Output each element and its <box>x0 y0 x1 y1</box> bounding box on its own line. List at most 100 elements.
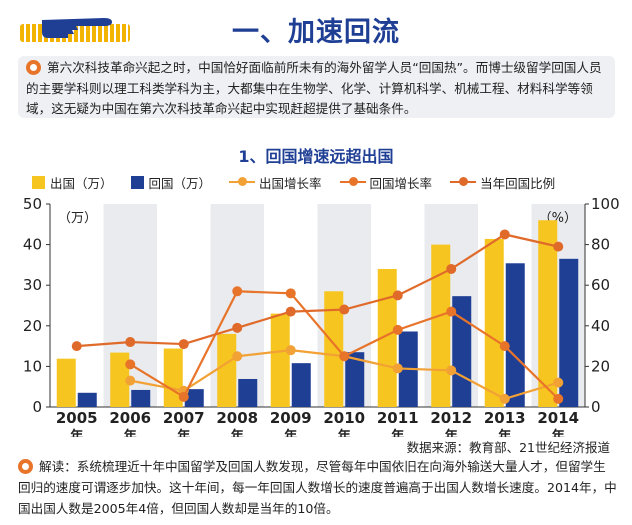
x-tick-label: 2013 <box>484 409 526 427</box>
point-return-rate <box>232 286 243 297</box>
bar-returnees <box>559 258 579 407</box>
bar-outbound <box>538 220 558 407</box>
legend-swatch-outbound <box>32 175 45 189</box>
x-tick-label: 2008 <box>216 409 258 427</box>
x-tick-suffix: 年 <box>284 428 297 437</box>
point-ratio <box>125 337 136 348</box>
point-outbound-rate <box>232 351 243 362</box>
intro-text: 第六次科技革命兴起之时，中国恰好面临前所未有的海外留学人员“回国热”。而博士级留… <box>26 60 602 116</box>
y-tick-label-right: 80 <box>591 236 610 254</box>
chart-title: 1、回国增速远超出国 <box>238 147 394 166</box>
bar-outbound <box>56 358 76 407</box>
page-title: 一、加速回流 <box>232 17 400 48</box>
legend-line-ratio <box>450 177 477 186</box>
point-outbound-rate <box>392 363 403 374</box>
header-banner: 一、加速回流 <box>0 0 632 52</box>
y-tick-label-right: 60 <box>591 276 610 294</box>
point-ratio <box>553 241 564 252</box>
note-text: 解读：系统梳理近十年中国留学及回国人数发现，尽管每年中国依旧在向海外输送大量人才… <box>18 459 617 516</box>
x-tick-label: 2005 <box>56 409 98 427</box>
y-tick-label-right: 100 <box>591 195 620 213</box>
pointing-hand-icon <box>42 18 112 38</box>
y-tick-label-left: 0 <box>32 398 42 416</box>
bar-outbound <box>324 291 344 407</box>
point-return-rate <box>339 351 350 362</box>
point-ratio <box>392 290 403 301</box>
x-tick-suffix: 年 <box>70 428 83 437</box>
intro-box: 第六次科技革命兴起之时，中国恰好面临前所未有的海外留学人员“回国热”。而博士级留… <box>18 56 615 118</box>
y-tick-label-right: 40 <box>591 317 610 335</box>
point-return-rate <box>178 391 189 402</box>
point-ratio <box>339 304 350 315</box>
x-tick-suffix: 年 <box>498 428 511 437</box>
legend-swatch-returnees <box>130 175 144 189</box>
legend-item-outbound: 出国（万） <box>32 173 113 192</box>
point-ratio <box>446 263 457 274</box>
bar-returnees <box>345 352 365 407</box>
bar-returnees <box>184 389 204 407</box>
x-tick-suffix: 年 <box>124 428 137 437</box>
bar-outbound <box>431 244 451 407</box>
bar-outbound <box>217 333 237 407</box>
source-text: 数据来源：教育部、21世纪经济报道 <box>406 440 610 455</box>
y-tick-label-right: 20 <box>591 357 610 375</box>
bar-returnees <box>131 389 151 407</box>
bullet-icon <box>18 459 33 474</box>
x-tick-label: 2007 <box>163 409 205 427</box>
x-tick-label: 2006 <box>109 409 151 427</box>
y-tick-label-left: 40 <box>23 236 42 254</box>
point-return-rate <box>446 306 457 317</box>
bullet-icon <box>26 60 41 75</box>
x-tick-label: 2012 <box>430 409 472 427</box>
point-outbound-rate <box>499 393 510 404</box>
point-return-rate <box>125 359 136 370</box>
bar-returnees <box>291 363 311 407</box>
x-tick-label: 2014 <box>537 409 579 427</box>
y-axis-unit-left: （万） <box>58 211 97 226</box>
bar-returnees <box>505 263 525 407</box>
note-box: 解读：系统梳理近十年中国留学及回国人数发现，尽管每年中国依旧在向海外输送大量人才… <box>18 456 618 519</box>
point-ratio <box>232 322 243 333</box>
bar-outbound <box>484 238 504 407</box>
point-ratio <box>178 339 189 350</box>
point-outbound-rate <box>446 365 457 376</box>
y-tick-label-left: 10 <box>23 357 42 375</box>
bar-outbound <box>270 313 290 407</box>
point-outbound-rate <box>553 377 564 388</box>
x-tick-suffix: 年 <box>552 428 565 437</box>
point-ratio <box>499 229 510 240</box>
x-tick-label: 2010 <box>323 409 365 427</box>
legend-line-outbound-rate <box>229 177 256 186</box>
legend-label-ratio: 当年回国比例 <box>480 175 556 191</box>
legend-item-return-rate: 回国增长率 <box>339 173 433 192</box>
bar-outbound <box>377 268 397 407</box>
x-tick-suffix: 年 <box>338 428 351 437</box>
legend-label-returnees: 回国（万） <box>148 175 212 191</box>
y-tick-label-left: 50 <box>23 195 42 213</box>
legend-line-return-rate <box>339 177 366 186</box>
y-tick-label-left: 30 <box>23 276 42 294</box>
point-return-rate <box>553 393 564 404</box>
chart-legend: 出国（万） 回国（万） 出国增长率 回国增长率 当年回国比例 <box>32 172 622 192</box>
legend-label-outbound: 出国（万） <box>50 175 113 191</box>
bar-returnees <box>77 392 97 407</box>
x-tick-suffix: 年 <box>391 428 404 437</box>
x-tick-suffix: 年 <box>445 428 458 437</box>
point-return-rate <box>392 324 403 335</box>
x-tick-suffix: 年 <box>231 428 244 437</box>
x-tick-label: 2011 <box>377 409 419 427</box>
point-outbound-rate <box>125 375 136 386</box>
point-ratio <box>71 341 82 352</box>
legend-item-ratio: 当年回国比例 <box>450 173 555 192</box>
y-tick-label-left: 20 <box>23 317 42 335</box>
point-return-rate <box>499 341 510 352</box>
y-tick-label-right: 0 <box>591 398 601 416</box>
point-ratio <box>285 306 296 317</box>
legend-label-return-rate: 回国增长率 <box>369 175 433 191</box>
bar-returnees <box>238 378 258 407</box>
legend-item-returnees: 回国（万） <box>130 173 212 192</box>
x-tick-suffix: 年 <box>177 428 190 437</box>
point-return-rate <box>285 288 296 299</box>
point-outbound-rate <box>285 345 296 356</box>
